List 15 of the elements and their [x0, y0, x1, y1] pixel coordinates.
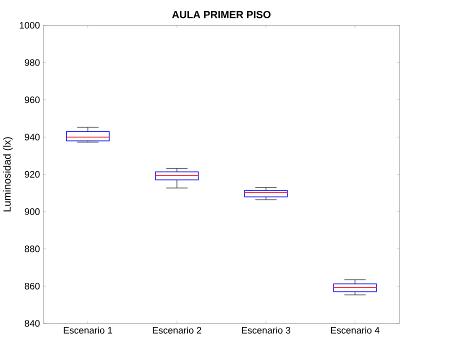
- chart-title: AULA PRIMER PISO: [172, 11, 271, 18]
- x-tick-label: Escenario 3: [242, 326, 290, 334]
- y-tick-label: 920: [24, 171, 40, 178]
- y-tick-label: 980: [24, 59, 40, 66]
- y-tick-label: 940: [24, 134, 40, 141]
- x-tick-label: Escenario 1: [64, 326, 112, 334]
- y-tick-label: 840: [24, 320, 40, 327]
- y-axis-title: Luminosidad (lx): [3, 137, 13, 212]
- x-tick-label: Escenario 2: [152, 326, 202, 334]
- y-tick-label: 880: [24, 246, 40, 252]
- y-tick-label: 900: [24, 208, 40, 216]
- y-tick-label: 860: [24, 282, 40, 290]
- x-tick-label: Escenario 4: [331, 326, 380, 334]
- y-tick-label: 960: [24, 96, 40, 104]
- y-tick-label: 1000: [20, 22, 40, 29]
